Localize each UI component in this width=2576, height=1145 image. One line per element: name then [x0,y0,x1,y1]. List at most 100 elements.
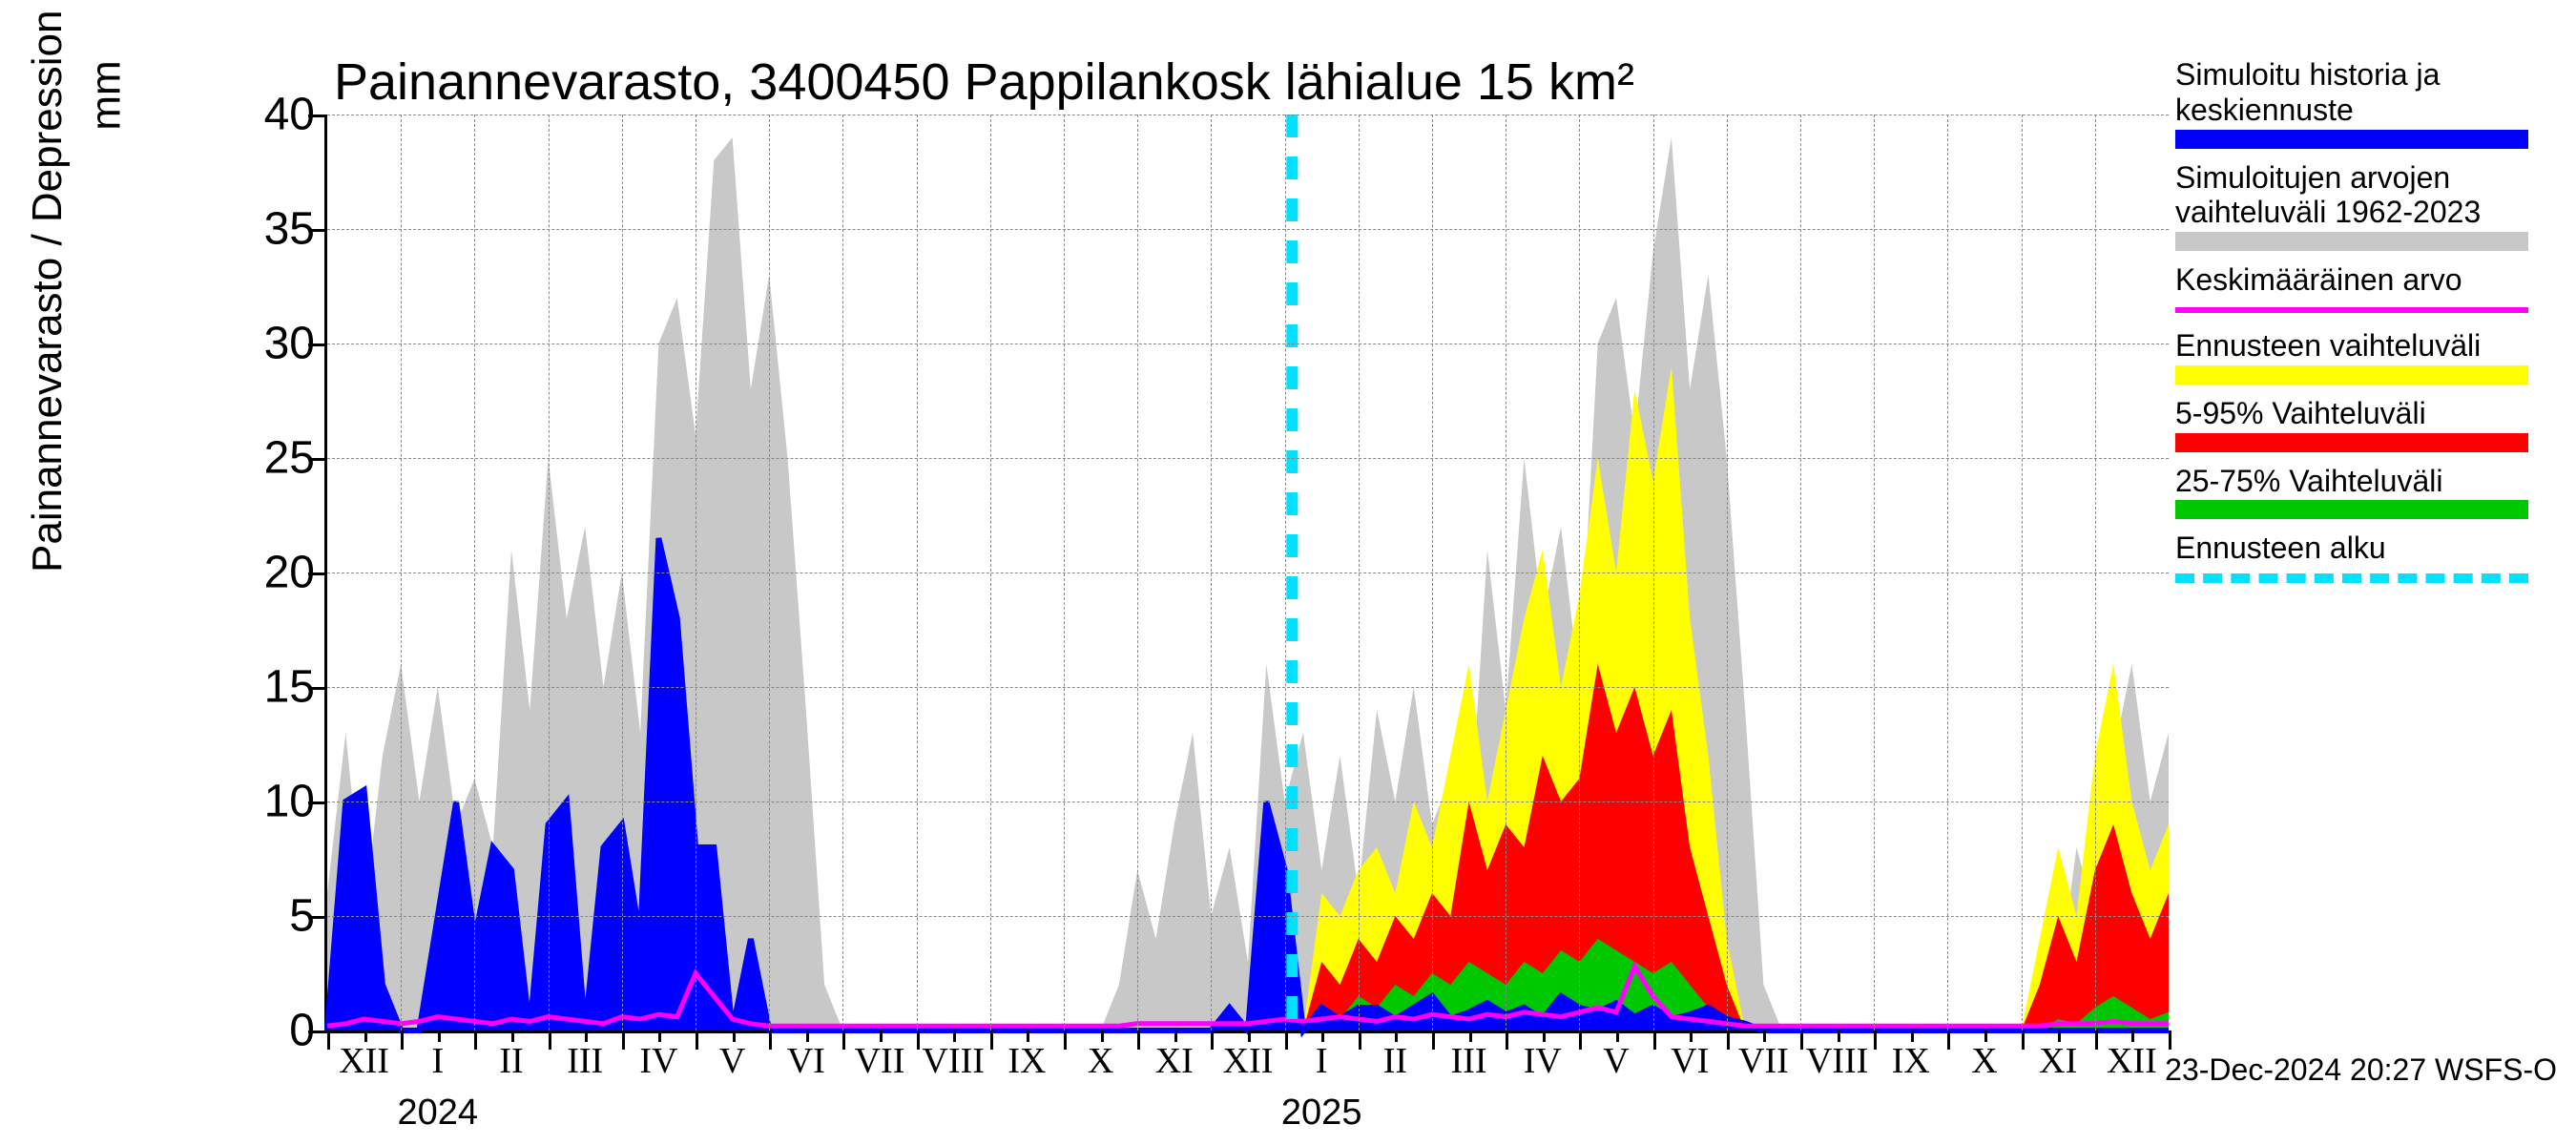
x-tick-minor [1763,1030,1766,1042]
gridline-v [1137,114,1138,1030]
legend-text: keskiennuste [2175,93,2557,128]
gridline-v [1874,114,1875,1030]
legend-text: Ennusteen vaihteluväli [2175,328,2557,364]
x-tick-label: VIII [922,1040,984,1082]
x-tick-minor [2131,1030,2134,1042]
legend-text: Ennusteen alku [2175,531,2557,566]
x-tick-minor [2058,1030,2061,1042]
x-tick-minor [1984,1030,1987,1042]
x-tick-minor [1690,1030,1693,1042]
gridline-h [327,229,2169,230]
gridline-h [327,687,2169,688]
x-tick-minor [733,1030,736,1042]
depression-storage-chart: Painannevarasto, 3400450 Pappilankosk lä… [0,0,2576,1145]
x-tick [401,1030,404,1050]
x-tick-label: XII [1223,1040,1274,1082]
legend: Simuloitu historia jakeskiennuste Simuloi… [2175,57,2557,598]
x-tick [990,1030,993,1050]
gridline-v [2022,114,2023,1030]
legend-text: Simuloitujen arvojen [2175,160,2557,196]
x-tick [769,1030,772,1050]
x-tick-label: IV [1524,1040,1562,1082]
gridline-v [1579,114,1580,1030]
y-tick-label: 10 [264,776,315,828]
legend-swatch [2175,500,2528,519]
x-tick-label: VIII [1806,1040,1868,1082]
x-tick-minor [806,1030,809,1042]
legend-entry: Simuloitu historia jakeskiennuste [2175,57,2557,149]
x-tick-label: XII [2107,1040,2157,1082]
y-tick-label: 40 [264,89,315,141]
x-tick-label: VI [1671,1040,1709,1082]
gridline-h [327,916,2169,917]
x-tick [2169,1030,2171,1050]
gridline-v [1285,114,1286,1030]
x-tick-minor [1469,1030,1472,1042]
year-label: 2024 [398,1093,479,1134]
y-tick-label: 5 [289,890,315,943]
legend-text: Keskimääräinen arvo [2175,262,2557,298]
x-tick-minor [880,1030,883,1042]
x-tick [1653,1030,1656,1050]
x-tick [1727,1030,1730,1050]
x-tick [1947,1030,1950,1050]
x-tick [327,1030,330,1050]
x-tick-label: III [567,1040,603,1082]
gridline-v [1947,114,1948,1030]
legend-entry: Keskimääräinen arvo [2175,262,2557,313]
gridline-v [1211,114,1212,1030]
x-tick [2022,1030,2025,1050]
x-tick-minor [1616,1030,1619,1042]
x-tick-minor [1911,1030,1914,1042]
y-tick-label: 35 [264,203,315,256]
y-tick-label: 30 [264,318,315,370]
legend-entry: Ennusteen alku [2175,531,2557,583]
gridline-v [1432,114,1433,1030]
x-tick-label: II [1383,1040,1407,1082]
x-tick-label: VII [855,1040,905,1082]
x-tick-label: II [499,1040,523,1082]
gridline-v [917,114,918,1030]
legend-swatch [2175,573,2528,583]
gridline-v [1653,114,1654,1030]
x-tick-minor [1321,1030,1324,1042]
gridline-v [401,114,402,1030]
y-tick-label: 25 [264,432,315,485]
x-tick-label: XI [1155,1040,1194,1082]
x-tick-label: IX [1892,1040,1930,1082]
gridline-h [327,114,2169,115]
x-tick-minor [585,1030,588,1042]
gridline-h [327,458,2169,459]
gridline-v [2095,114,2096,1030]
x-tick-minor [1174,1030,1177,1042]
x-tick [1285,1030,1288,1050]
x-tick-label: XI [2039,1040,2077,1082]
x-tick-label: V [1603,1040,1629,1082]
x-tick-label: VII [1738,1040,1789,1082]
x-tick-label: IX [1008,1040,1046,1082]
x-tick-label: IV [639,1040,677,1082]
y-axis-label: Painannevarasto / Depression storage [24,0,72,572]
gridline-v [1800,114,1801,1030]
x-tick-minor [1395,1030,1398,1042]
legend-entry: 5-95% Vaihteluväli [2175,396,2557,452]
x-tick [1064,1030,1067,1050]
x-tick [1506,1030,1508,1050]
gridline-v [1727,114,1728,1030]
gridline-v [769,114,770,1030]
gridline-v [1359,114,1360,1030]
gridline-v [549,114,550,1030]
x-tick [2095,1030,2098,1050]
x-tick-minor [1027,1030,1029,1042]
x-tick-minor [1838,1030,1840,1042]
x-tick [917,1030,920,1050]
gridline-v [474,114,475,1030]
plot-area: XIIIIIIIIIVVVIVIIVIIIIXXXIXIIIIIIIIIVVVI… [324,114,2169,1033]
gridline-v [622,114,623,1030]
legend-entry: 25-75% Vaihteluväli [2175,464,2557,520]
legend-text: 5-95% Vaihteluväli [2175,396,2557,431]
gridline-v [990,114,991,1030]
legend-entry: Simuloitujen arvojenvaihteluväli 1962-20… [2175,160,2557,252]
x-tick-label: VI [787,1040,825,1082]
legend-swatch [2175,307,2528,313]
